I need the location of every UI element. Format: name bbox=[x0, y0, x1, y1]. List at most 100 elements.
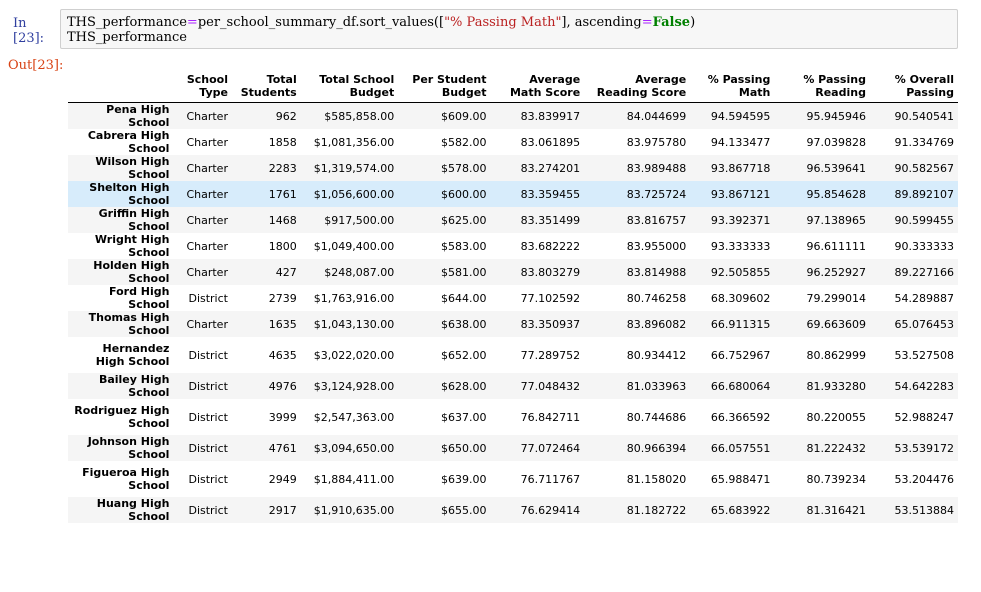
table-row[interactable]: Rodriguez High School District 3999 $2,547,… bbox=[68, 399, 958, 435]
index-header bbox=[68, 70, 174, 103]
table-cell: $585,858.00 bbox=[324, 109, 395, 123]
table-header: School Type Total Students Total School Bu… bbox=[68, 70, 958, 103]
column-header: Total Students bbox=[231, 70, 301, 103]
row-index-label: Wright High School bbox=[94, 233, 170, 259]
row-index-label: Thomas High School bbox=[88, 311, 170, 337]
table-cell: 53.204476 bbox=[894, 472, 955, 486]
table-cell: $248,087.00 bbox=[324, 265, 395, 279]
column-header: School Type bbox=[173, 70, 232, 103]
table-cell: 77.102592 bbox=[520, 291, 581, 305]
table-cell: 80.862999 bbox=[806, 348, 866, 362]
table-cell: 1858 bbox=[268, 135, 297, 149]
table-cell: 2917 bbox=[268, 503, 297, 517]
table-cell: 90.333333 bbox=[894, 239, 955, 253]
table-cell: $2,547,363.00 bbox=[313, 410, 395, 424]
table-cell: 96.611111 bbox=[806, 239, 866, 253]
table-cell: 77.072464 bbox=[520, 441, 581, 455]
row-index-label: Shelton High School bbox=[89, 181, 170, 207]
row-index-label: Hernandez High School bbox=[95, 342, 170, 368]
table-cell: 83.725724 bbox=[626, 187, 687, 201]
table-cell: $637.00 bbox=[441, 410, 487, 424]
table-cell: 96.539641 bbox=[806, 161, 866, 175]
table-cell: 80.220055 bbox=[806, 410, 866, 424]
code-variable: THS_performance bbox=[67, 15, 187, 30]
output-area: School Type Total Students Total School Bu… bbox=[68, 70, 958, 523]
code-keyword: False bbox=[652, 15, 691, 30]
table-row[interactable]: Hernandez High School District 4635 $3,022,… bbox=[68, 337, 958, 373]
table-row[interactable]: Huang High School District 2917 $1,910,635.… bbox=[68, 497, 958, 523]
table-cell: 54.289887 bbox=[894, 291, 955, 305]
row-index-label: Wilson High School bbox=[95, 155, 170, 181]
table-cell: 84.044699 bbox=[626, 109, 687, 123]
table-cell: 962 bbox=[275, 109, 297, 123]
table-cell: 1635 bbox=[268, 317, 297, 331]
table-cell: Charter bbox=[186, 161, 228, 175]
column-header: Average Reading Score bbox=[584, 70, 691, 103]
table-cell: 80.966394 bbox=[626, 441, 687, 455]
table-body: Pena High School Charter 962 $585,858.00 $60… bbox=[68, 102, 958, 523]
table-cell: 54.642283 bbox=[894, 379, 955, 393]
table-row[interactable]: Holden High School Charter 427 $248,087.00 $… bbox=[68, 259, 958, 285]
table-cell: 53.539172 bbox=[894, 441, 955, 455]
table-cell: 81.316421 bbox=[806, 503, 866, 517]
table-cell: Charter bbox=[186, 213, 228, 227]
table-cell: 83.816757 bbox=[626, 213, 687, 227]
table-cell: 83.839917 bbox=[520, 109, 581, 123]
table-cell: $917,500.00 bbox=[324, 213, 395, 227]
table-cell: 2283 bbox=[268, 161, 297, 175]
table-cell: $578.00 bbox=[441, 161, 487, 175]
table-row[interactable]: Wright High School Charter 1800 $1,049,400.… bbox=[68, 233, 958, 259]
table-cell: $609.00 bbox=[441, 109, 487, 123]
table-cell: 83.989488 bbox=[626, 161, 687, 175]
table-row[interactable]: Ford High School District 2739 $1,763,916.0… bbox=[68, 285, 958, 311]
table-cell: $3,094,650.00 bbox=[313, 441, 395, 455]
table-cell: Charter bbox=[186, 317, 228, 331]
table-cell: $3,124,928.00 bbox=[313, 379, 395, 393]
column-header: % Passing Reading bbox=[774, 70, 870, 103]
table-row[interactable]: Wilson High School Charter 2283 $1,319,574.… bbox=[68, 155, 958, 181]
table-cell: 80.934412 bbox=[626, 348, 687, 362]
row-index-label: Bailey High School bbox=[98, 373, 170, 399]
table-row[interactable]: Shelton High School Charter 1761 $1,056,600… bbox=[68, 181, 958, 207]
table-cell: 3999 bbox=[268, 410, 297, 424]
table-cell: $3,022,020.00 bbox=[313, 348, 395, 362]
code-call-end: ) bbox=[690, 15, 696, 30]
code-call: per_school_summary_df.sort_values([ bbox=[197, 15, 445, 30]
table-row[interactable]: Pena High School Charter 962 $585,858.00 $60… bbox=[68, 102, 958, 129]
row-index-label: Rodriguez High School bbox=[74, 404, 170, 430]
code-line-1: THS_performance=per_school_summary_df.so… bbox=[67, 15, 951, 30]
table-cell: 83.350937 bbox=[520, 317, 581, 331]
table-cell: 77.289752 bbox=[520, 348, 581, 362]
table-cell: $600.00 bbox=[441, 187, 487, 201]
table-cell: 93.867121 bbox=[710, 187, 771, 201]
table-cell: $1,884,411.00 bbox=[313, 472, 395, 486]
table-cell: 83.061895 bbox=[520, 135, 581, 149]
table-row[interactable]: Johnson High School District 4761 $3,094,65… bbox=[68, 435, 958, 461]
table-cell: District bbox=[188, 503, 228, 517]
table-row[interactable]: Cabrera High School Charter 1858 $1,081,356… bbox=[68, 129, 958, 155]
table-cell: 83.955000 bbox=[626, 239, 687, 253]
table-cell: $581.00 bbox=[441, 265, 487, 279]
input-prompt: In [23]: bbox=[13, 16, 45, 46]
table-cell: 66.680064 bbox=[710, 379, 771, 393]
table-cell: 53.527508 bbox=[894, 348, 955, 362]
table-cell: 94.133477 bbox=[710, 135, 771, 149]
row-index-label: Holden High School bbox=[93, 259, 170, 285]
table-cell: District bbox=[188, 441, 228, 455]
table-row[interactable]: Thomas High School Charter 1635 $1,043,130.… bbox=[68, 311, 958, 337]
table-cell: 65.076453 bbox=[894, 317, 955, 331]
table-row[interactable]: Griffin High School Charter 1468 $917,500.0… bbox=[68, 207, 958, 233]
table-cell: 77.048432 bbox=[520, 379, 581, 393]
table-cell: District bbox=[188, 291, 228, 305]
table-cell: Charter bbox=[186, 239, 228, 253]
table-cell: $1,319,574.00 bbox=[313, 161, 395, 175]
table-cell: 90.582567 bbox=[894, 161, 955, 175]
table-cell: 81.033963 bbox=[626, 379, 687, 393]
table-row[interactable]: Figueroa High School District 2949 $1,884,4… bbox=[68, 461, 958, 497]
table-cell: District bbox=[188, 348, 228, 362]
code-input-cell[interactable]: THS_performance=per_school_summary_df.so… bbox=[60, 9, 958, 49]
table-row[interactable]: Bailey High School District 4976 $3,124,928… bbox=[68, 373, 958, 399]
table-cell: 83.274201 bbox=[520, 161, 581, 175]
table-cell: 76.842711 bbox=[520, 410, 581, 424]
column-header: Average Math Score bbox=[490, 70, 585, 103]
